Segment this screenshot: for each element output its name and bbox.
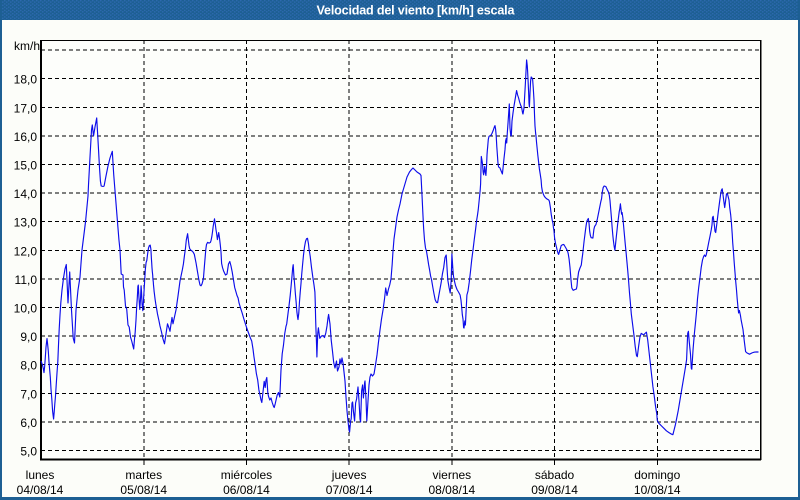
svg-text:9,0: 9,0 — [20, 330, 37, 344]
svg-text:viernes: viernes — [433, 468, 472, 482]
svg-text:14,0: 14,0 — [14, 187, 38, 201]
svg-text:17,0: 17,0 — [14, 101, 38, 115]
svg-text:06/08/14: 06/08/14 — [223, 483, 270, 497]
svg-text:13,0: 13,0 — [14, 216, 38, 230]
svg-text:martes: martes — [125, 468, 162, 482]
svg-text:lunes: lunes — [26, 468, 55, 482]
svg-text:09/08/14: 09/08/14 — [531, 483, 578, 497]
svg-text:08/08/14: 08/08/14 — [428, 483, 475, 497]
svg-text:04/08/14: 04/08/14 — [17, 483, 64, 497]
svg-text:10,0: 10,0 — [14, 302, 38, 316]
svg-text:07/08/14: 07/08/14 — [326, 483, 373, 497]
svg-text:6,0: 6,0 — [20, 416, 37, 430]
svg-text:km/h: km/h — [14, 39, 40, 53]
svg-text:7,0: 7,0 — [20, 387, 37, 401]
svg-text:sábado: sábado — [535, 468, 575, 482]
svg-text:8,0: 8,0 — [20, 359, 37, 373]
svg-text:domingo: domingo — [634, 468, 680, 482]
svg-text:18,0: 18,0 — [14, 73, 38, 87]
svg-text:miércoles: miércoles — [221, 468, 272, 482]
svg-text:jueves: jueves — [331, 468, 367, 482]
svg-text:10/08/14: 10/08/14 — [634, 483, 681, 497]
svg-text:Velocidad del viento [km/h] es: Velocidad del viento [km/h] escala — [317, 4, 516, 18]
svg-text:5,0: 5,0 — [20, 445, 37, 459]
svg-text:15,0: 15,0 — [14, 159, 38, 173]
svg-text:12,0: 12,0 — [14, 244, 38, 258]
svg-text:16,0: 16,0 — [14, 130, 38, 144]
svg-text:05/08/14: 05/08/14 — [120, 483, 167, 497]
svg-text:11,0: 11,0 — [15, 273, 38, 287]
